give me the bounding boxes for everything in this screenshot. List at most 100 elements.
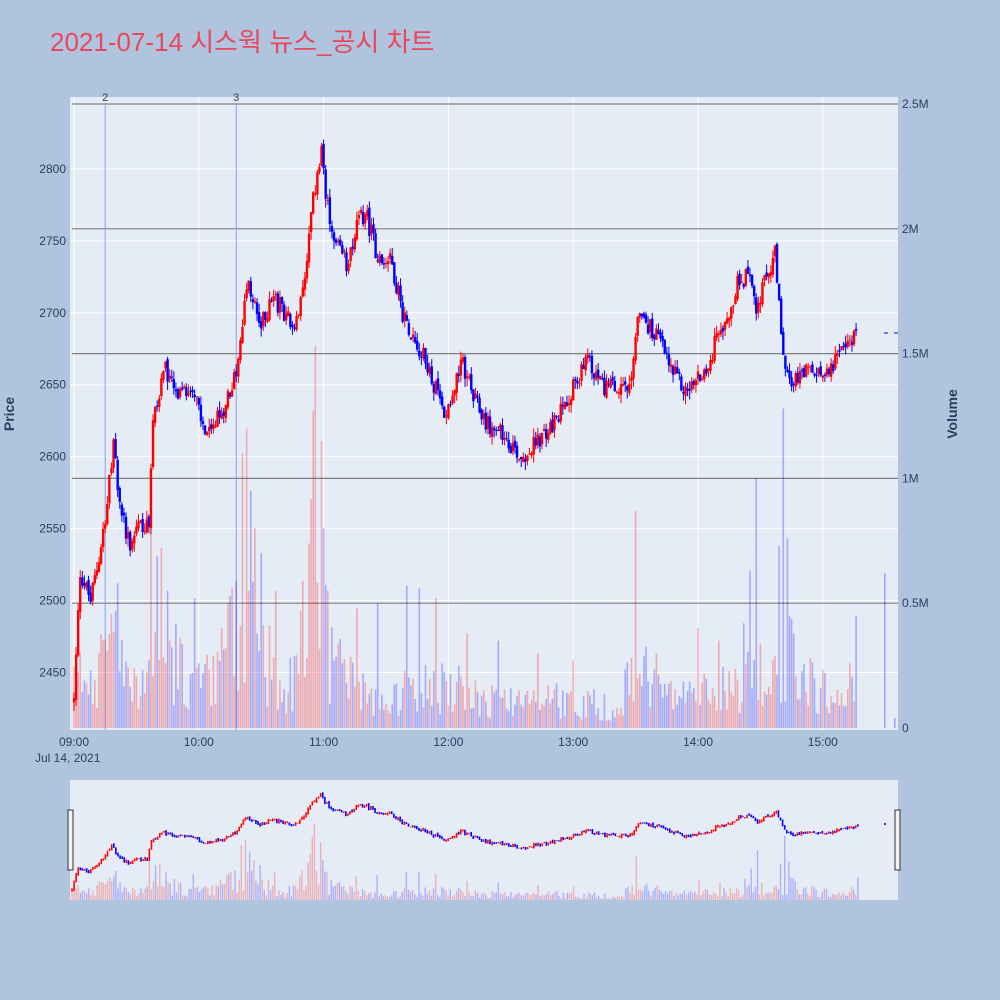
candle-body xyxy=(555,416,558,418)
mini-volume-bar xyxy=(769,891,771,900)
time-tick-label: 13:00 xyxy=(558,735,588,749)
volume-bar xyxy=(316,582,319,728)
volume-bar xyxy=(530,699,533,728)
mini-volume-bar xyxy=(792,878,794,900)
candle-body xyxy=(692,380,696,385)
volume-bar xyxy=(297,674,300,728)
candle-body xyxy=(551,419,554,433)
mini-volume-bar xyxy=(581,898,583,900)
volume-bar xyxy=(609,720,612,728)
mini-volume-bar xyxy=(409,891,412,900)
volume-bar xyxy=(834,702,837,728)
candle-body xyxy=(626,386,629,391)
candle-body xyxy=(802,368,806,378)
volume-bar xyxy=(254,528,256,728)
mini-volume-bar xyxy=(800,894,803,900)
volume-bar xyxy=(809,658,812,728)
mini-volume-bar xyxy=(562,892,564,900)
mini-volume-bar xyxy=(198,891,201,900)
mini-volume-bar xyxy=(146,886,148,900)
volume-bar xyxy=(399,710,402,728)
volume-bar xyxy=(430,705,433,728)
candle-body xyxy=(180,387,184,390)
mini-volume-bar xyxy=(81,890,84,900)
candle-body xyxy=(284,313,288,321)
volume-bar xyxy=(401,687,404,728)
volume-bar xyxy=(524,694,527,728)
candle-body xyxy=(619,384,623,395)
volume-bar xyxy=(784,701,787,728)
mini-volume-bar xyxy=(643,885,646,900)
candle-body xyxy=(586,354,589,359)
volume-bar xyxy=(736,680,739,728)
mini-volume-bar xyxy=(767,893,769,900)
candle-body xyxy=(592,373,596,379)
candle-body xyxy=(137,521,140,529)
volume-bar xyxy=(451,711,454,728)
candle-body xyxy=(750,275,754,286)
volume-bar xyxy=(516,695,518,728)
volume-bar xyxy=(435,598,437,728)
volume-bar xyxy=(83,680,86,728)
volume-bar xyxy=(572,660,574,728)
y-axis-title: Price xyxy=(1,397,17,431)
mini-volume-bar xyxy=(349,885,351,900)
volume-bar xyxy=(472,707,475,728)
candle-body xyxy=(723,322,727,330)
candle-body xyxy=(114,439,117,459)
candle-body xyxy=(339,239,342,246)
volume-bar xyxy=(632,701,635,728)
mini-volume-bar xyxy=(834,894,836,900)
mini-volume-bar xyxy=(136,896,138,900)
candle-body xyxy=(538,436,542,447)
volume-bar xyxy=(580,719,583,728)
mini-volume-bar xyxy=(274,872,276,900)
candle-body xyxy=(740,282,743,284)
volume-bar xyxy=(518,690,520,728)
candle-body xyxy=(416,340,419,350)
candle-body xyxy=(846,341,849,347)
range-slider-left-handle[interactable] xyxy=(67,809,74,871)
mini-volume-bar xyxy=(715,893,717,900)
volume-bar xyxy=(256,633,258,728)
candle-body xyxy=(151,420,155,468)
candle-body xyxy=(786,369,789,372)
volume-bar xyxy=(622,715,624,728)
volume-bar xyxy=(732,695,735,728)
mini-volume-bar xyxy=(142,892,144,900)
mini-volume-bar xyxy=(746,887,748,900)
mini-volume-bar xyxy=(627,886,629,900)
candle-body xyxy=(455,372,458,393)
volume-bar xyxy=(663,683,666,728)
volume-bar xyxy=(755,478,758,728)
mini-volume-bar xyxy=(783,836,786,900)
candle-body xyxy=(241,327,244,344)
candle-body xyxy=(378,255,381,263)
volume-bar xyxy=(114,611,117,728)
candle-body xyxy=(547,432,550,440)
candle-body xyxy=(430,366,433,384)
range-slider-right-handle[interactable] xyxy=(894,809,901,871)
candle-body xyxy=(682,391,685,394)
volume-bar xyxy=(651,683,654,728)
candle-body xyxy=(133,535,136,544)
candle-body xyxy=(334,239,338,243)
volume-bar xyxy=(341,662,344,728)
candle-body xyxy=(771,257,775,275)
volume-bar xyxy=(505,708,508,728)
mini-volume-bar xyxy=(848,892,851,900)
mini-volume-bar xyxy=(311,836,314,900)
candle-body xyxy=(366,210,369,217)
price-tick-label: 2700 xyxy=(39,306,66,320)
volume-bar xyxy=(649,707,651,728)
mini-volume-bar xyxy=(186,896,188,900)
candle-body xyxy=(220,413,223,419)
mini-volume-bar xyxy=(140,888,142,900)
mini-volume-bar xyxy=(501,893,504,900)
candle-body xyxy=(397,285,400,296)
volume-bar xyxy=(549,703,552,728)
mini-volume-bar xyxy=(202,887,205,900)
mini-volume-bar xyxy=(740,897,742,900)
volume-bar xyxy=(198,663,200,728)
volume-bar xyxy=(258,651,260,728)
